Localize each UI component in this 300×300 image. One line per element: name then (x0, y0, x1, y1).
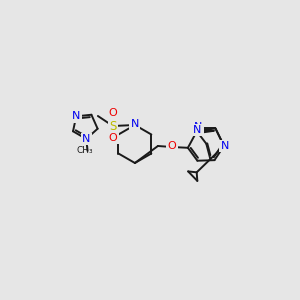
Text: N: N (221, 141, 229, 151)
Text: O: O (167, 141, 176, 151)
Text: N: N (194, 122, 202, 132)
Text: O: O (109, 133, 117, 143)
Text: N: N (72, 111, 80, 121)
Text: S: S (109, 119, 117, 133)
Text: CH₃: CH₃ (76, 146, 93, 155)
Text: N: N (82, 134, 90, 144)
Text: O: O (109, 108, 117, 118)
Text: N: N (131, 119, 139, 129)
Text: N: N (193, 125, 201, 135)
